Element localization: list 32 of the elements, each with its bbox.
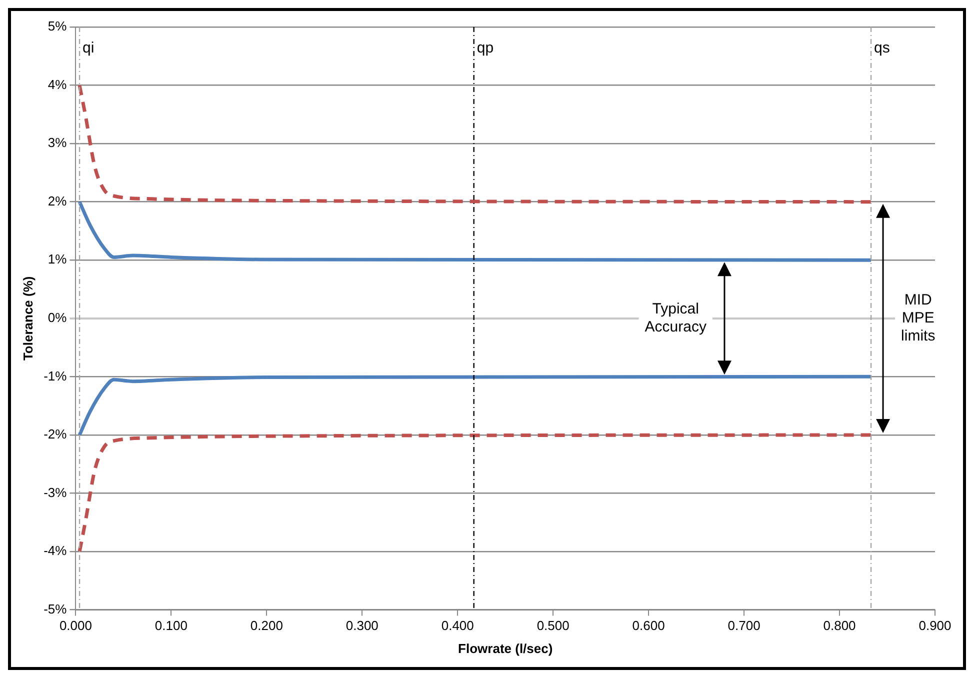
line-series (78, 374, 873, 437)
y-tick-label: 4% (48, 76, 68, 92)
y-tick-label: -5% (44, 601, 68, 616)
x-tick-label: 0.900 (918, 618, 952, 634)
y-tick-label: 1% (48, 252, 68, 267)
x-axis-title: Flowrate (l/sec) (458, 640, 553, 656)
x-tick-label: 0.300 (346, 618, 378, 634)
y-tick-label: 2% (48, 193, 68, 208)
x-tick-label: 0.500 (536, 618, 570, 634)
x-tick-label: 0.200 (250, 618, 283, 634)
x-tick-label: 0.700 (728, 618, 760, 634)
y-tick-label: 0% (48, 310, 68, 325)
y-axis-title: Tolerance (%) (20, 276, 36, 361)
y-tick-label: 3% (48, 135, 68, 150)
y-tick-label: -2% (44, 426, 68, 442)
y-tick-label: -4% (44, 543, 68, 558)
y-tick-label: -1% (44, 368, 68, 384)
ref-line-label: qp (476, 40, 494, 57)
x-tick-label: 0.100 (154, 618, 188, 634)
x-tick-label: 0.600 (632, 618, 665, 634)
x-tick-label: 0.400 (441, 618, 474, 634)
ref-line-label: qi (82, 40, 94, 57)
x-tick-label: 0.800 (823, 618, 856, 634)
annotation: Typical Accuracy (644, 300, 707, 336)
annotation: MID MPE limits (901, 292, 936, 345)
line-series (78, 84, 873, 204)
y-tick-label: 5% (48, 18, 68, 34)
ref-line-label: qs (874, 40, 890, 57)
line-series (78, 200, 873, 262)
x-tick-label: 0.000 (59, 618, 92, 634)
line-series (78, 433, 873, 554)
y-tick-label: -3% (44, 484, 68, 500)
